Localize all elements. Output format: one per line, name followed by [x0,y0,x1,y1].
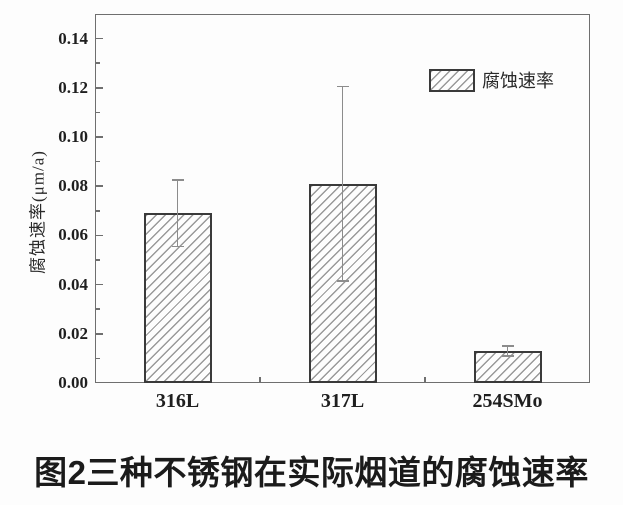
bar-chart: 腐蚀速率(μm/a) 腐蚀速率 0.00 0.02 0.04 0.06 0.08 0.10… [28,14,590,412]
y-major-tick [95,87,103,89]
error-bar-cap-bottom [336,280,349,282]
error-bar-cap-top [336,85,349,88]
x-minor-tick [424,376,426,382]
x-minor-tick [259,376,261,382]
y-tick-label: 0.04 [58,274,88,294]
error-bar-cap-bottom [501,355,514,357]
legend-label: 腐蚀速率 [482,71,554,91]
x-category-label: 316L [155,390,200,412]
error-bar-line [506,346,509,356]
y-minor-tick [95,111,100,114]
y-major-tick [95,333,103,335]
error-bar-cap-bottom [171,245,184,248]
error-bar-cap-top [171,179,184,181]
y-major-tick [95,136,103,138]
y-major-tick [95,37,103,40]
y-minor-tick [95,62,100,64]
y-minor-tick [95,259,100,261]
y-tick-label: 0.10 [58,127,88,146]
y-minor-tick [95,357,100,360]
y-major-tick [95,185,103,187]
y-minor-tick [95,308,100,310]
error-bar-line [341,86,344,281]
legend-hatch-swatch [429,69,475,92]
y-tick-label: 0.00 [58,373,88,392]
error-bar-cap-top [501,345,514,347]
y-tick-label: 0.02 [58,323,88,343]
y-major-tick [95,234,103,237]
y-tick-label: 0.14 [58,28,88,48]
y-tick-label: 0.12 [58,77,88,97]
y-tick-label: 0.08 [58,176,88,196]
y-minor-tick [95,210,100,212]
y-major-tick [95,283,103,286]
y-axis-label: 腐蚀速率(μm/a) [28,150,48,274]
x-category-label: 254SMo [472,390,543,412]
y-minor-tick [95,160,100,163]
figure-caption: 图2三种不锈钢在实际烟道的腐蚀速率 [34,454,589,491]
x-category-label: 317L [320,390,365,412]
error-bar-line [176,180,179,247]
y-tick-label: 0.06 [58,225,88,245]
